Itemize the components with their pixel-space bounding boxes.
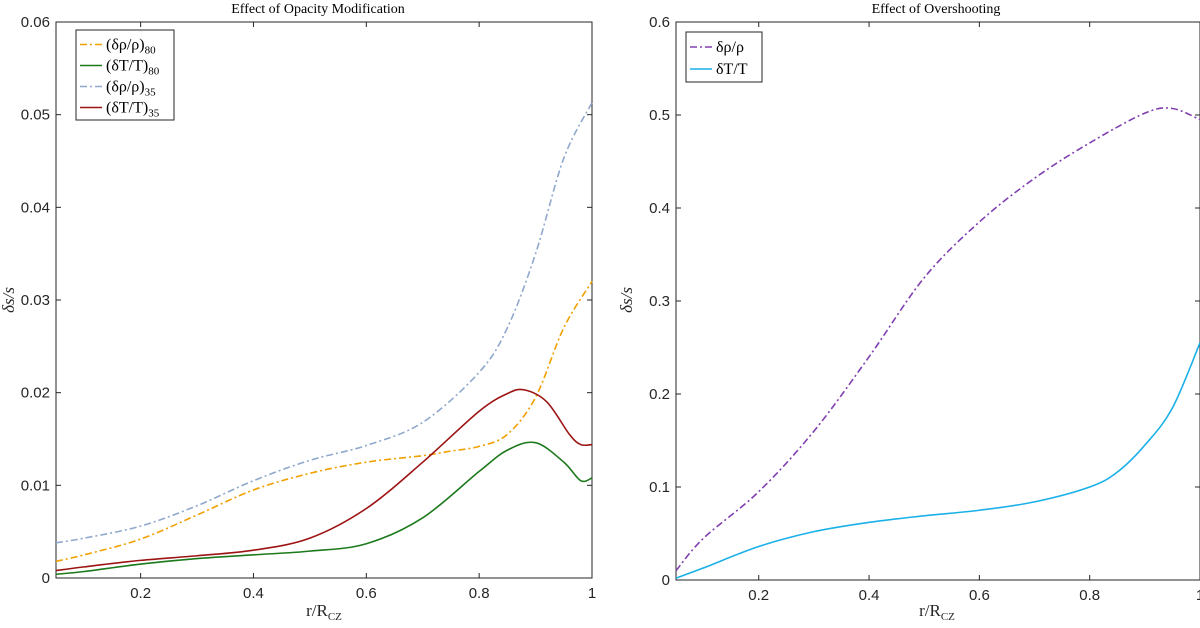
chart-opacity: Effect of Opacity Modification 0 0.01 0.02… [0,2,596,623]
legend-entry: δT/T [716,61,748,78]
series-line-0 [55,281,593,563]
y-tick-label: 0.4 [649,200,670,217]
legend: (δρ/ρ)80(δT/T)80(δρ/ρ)35(δT/T)35 [75,29,175,121]
x-tick-label: 0.4 [859,587,880,604]
legend-entry: (δρ/ρ)80 [106,37,156,57]
y-tick-label: 0.5 [649,107,670,124]
y-tick-label: 0 [42,570,50,587]
legend-box [75,29,175,121]
series-lines [55,102,593,576]
x-axis-label: r/RCZ [306,601,342,623]
y-axis-label: δs/s [617,287,636,313]
x-tick-label: 0.2 [748,587,769,604]
y-tick-label: 0.1 [649,479,670,496]
y-tick-label: 0.06 [21,14,50,31]
legend-entry: δρ/ρ [716,39,744,56]
x-tick-label: 0.8 [469,585,490,602]
x-tick-label: 0.6 [969,587,990,604]
x-tick-label: 0.8 [1079,587,1100,604]
series-lines [675,107,1200,579]
y-tick-label: 0.03 [21,292,50,309]
x-tick-label: 0.6 [356,585,377,602]
series-line-0 [675,107,1200,572]
legend-entry: (δT/T)80 [106,58,160,78]
y-ticks: 0 0.1 0.2 0.3 0.4 0.5 0.6 [649,14,1200,589]
x-tick-label: 0.4 [243,585,264,602]
y-tick-label: 0.6 [649,14,670,31]
y-tick-label: 0.3 [649,293,670,310]
y-tick-label: 0.2 [649,386,670,403]
legend: δρ/ρ δT/T [685,31,763,83]
x-tick-label: 0.2 [130,585,151,602]
y-axis-label: δs/s [0,287,18,313]
x-tick-label: 1 [1196,587,1200,604]
y-ticks: 0 0.01 0.02 0.03 0.04 0.05 0.06 [21,14,592,587]
chart-title: Effect of Opacity Modification [231,2,405,17]
x-ticks: 0.2 0.4 0.6 0.8 1 [130,22,596,602]
y-tick-label: 0.02 [21,385,50,402]
series-line-3 [55,388,593,572]
chart-overshooting: Effect of Overshooting 00.10.20.30.40.50… [617,2,1200,623]
y-tick-label: 0.04 [21,199,50,216]
series-line-1 [675,342,1200,579]
y-tick-label: 0.05 [21,107,50,124]
y-tick-label: 0 [662,572,670,589]
chart-title: Effect of Overshooting [872,2,1001,17]
legend-entry: (δT/T)35 [106,100,160,120]
series-line-2 [55,102,593,544]
legend-entry: (δρ/ρ)35 [106,79,156,99]
x-ticks: 0.2 0.4 0.6 0.8 1 [748,22,1200,604]
y-tick-label: 0.01 [21,477,50,494]
x-tick-label: 1 [588,585,596,602]
legend-box [685,31,763,83]
x-axis-label: r/RCZ [919,601,955,623]
series-line-1 [55,441,593,576]
